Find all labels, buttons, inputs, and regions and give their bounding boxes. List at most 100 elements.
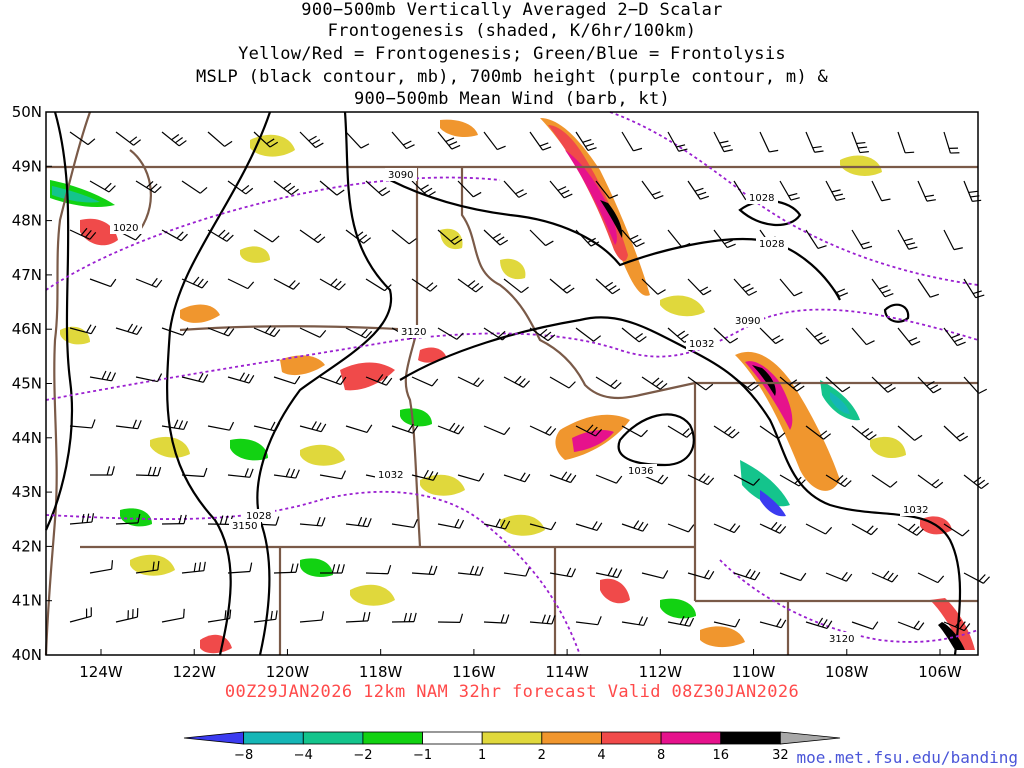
wind-barb [943,425,961,442]
wind-barb-flag [566,287,575,294]
wind-barb-flag [445,137,455,143]
wind-barb [253,618,276,623]
wind-barb-flag [384,284,392,292]
wind-barb [115,425,138,430]
wind-barb-flag [503,427,511,435]
wind-barb-flag [272,235,280,243]
wind-barb [851,229,864,250]
wind-barb [69,425,92,429]
wind-barb-flag [193,562,197,572]
wind-barb-flag [429,284,438,292]
wind-barb [391,425,413,434]
mslp-contour-1032-east [399,316,962,656]
wind-barb-flag [203,561,206,571]
wind-barb-flag [131,325,138,334]
lon-tick-label: 112W [639,663,683,681]
wind-barb-flag [413,518,418,528]
wind-barb-flag [270,421,276,431]
wind-barb [943,131,952,154]
wind-barb-flag [881,289,891,294]
wind-barb-flag [499,239,509,246]
wind-barb [299,425,322,433]
wind-barb-flag [723,149,733,153]
wind-barb-flag [245,187,254,195]
wind-barb-flag [362,612,366,622]
wind-barb-flag [935,481,944,489]
wind-barb-flag [319,330,327,338]
wind-barb-flag [914,434,923,441]
wind-barb-flag [912,526,920,534]
mslp-contour-1020 [45,111,74,531]
wind-barb [391,131,407,149]
wind-barb-flag [821,619,828,628]
wind-barb [529,523,552,531]
wind-barb-flag [157,560,160,571]
wind-barb [483,621,507,624]
wind-barb-flag [505,614,510,624]
wind-barb-flag [111,560,114,570]
colorbar-ticks: −8 −4 −2 −1 1 2 4 8 16 32 [234,748,789,763]
wind-barb-flag [836,288,846,294]
wind-barb [69,615,92,623]
wind-barb-flag [91,419,96,429]
wind-barb [667,621,690,627]
wind-barb-flag [87,138,96,146]
wind-barb-flag [612,568,618,577]
height-label-3120-b: 3120 [829,634,854,645]
wind-barb-flag [543,331,552,339]
wind-barb-flag [642,523,649,532]
wind-barb [897,131,906,153]
wind-barb [805,131,816,153]
wind-barb-flag [101,370,107,380]
wind-barb-flag [637,521,644,530]
wind-barb-flag [891,574,899,583]
colorbar-tick-label: −1 [413,748,432,763]
wind-barb-flag [956,432,965,439]
wind-barb-flag [884,383,893,390]
wind-barb-flag [861,427,870,435]
wind-barb-flag [700,195,710,200]
wind-barb-flag [171,133,180,141]
wind-barb-flag [376,374,384,382]
wind-barb-flag [561,471,568,480]
wind-barb [667,131,680,152]
wind-barb [253,425,276,432]
wind-barb-flag [820,339,830,345]
wind-barb-flag [595,428,603,437]
colorbar-segment [302,731,364,745]
wind-barb-flag [449,422,456,431]
wind-barb-flag [655,380,664,388]
credit-url[interactable]: moe.met.fsu.edu/banding [796,748,1018,767]
mslp-contour-1032-west [256,111,393,656]
wind-barb [437,523,460,529]
wind-barb-flag [661,476,669,485]
wind-barb-flag [913,620,920,629]
wind-barb-flag [495,518,501,528]
wind-barb-flag [836,474,844,482]
wind-barb-flag [982,576,991,584]
wind-barb-flag [545,425,552,434]
wind-barb-flag [566,567,572,577]
wind-barb-flag [734,618,741,628]
wind-barb-flag [341,564,345,574]
wind-barb [89,568,112,574]
wind-barb-flag [702,289,712,296]
wind-barb [299,131,316,148]
wind-barb-flag [403,612,408,622]
wind-barb-flag [570,474,577,483]
wind-barb-flag [321,611,325,621]
wind-barb [963,572,984,584]
colorbar-tick-label: 32 [772,748,789,763]
wind-barb-flag [453,424,460,433]
wind-barb [779,376,798,392]
colorbar-segment [362,731,423,745]
wind-barb [411,474,434,481]
wind-barb-flag [752,478,761,486]
wind-barb [391,523,414,529]
wind-barb [345,131,362,149]
wind-barb [227,278,249,290]
wind-barb-flag [587,147,597,152]
wind-barb [733,376,752,392]
wind-barb-flag [340,376,347,385]
wind-barb [825,572,847,582]
